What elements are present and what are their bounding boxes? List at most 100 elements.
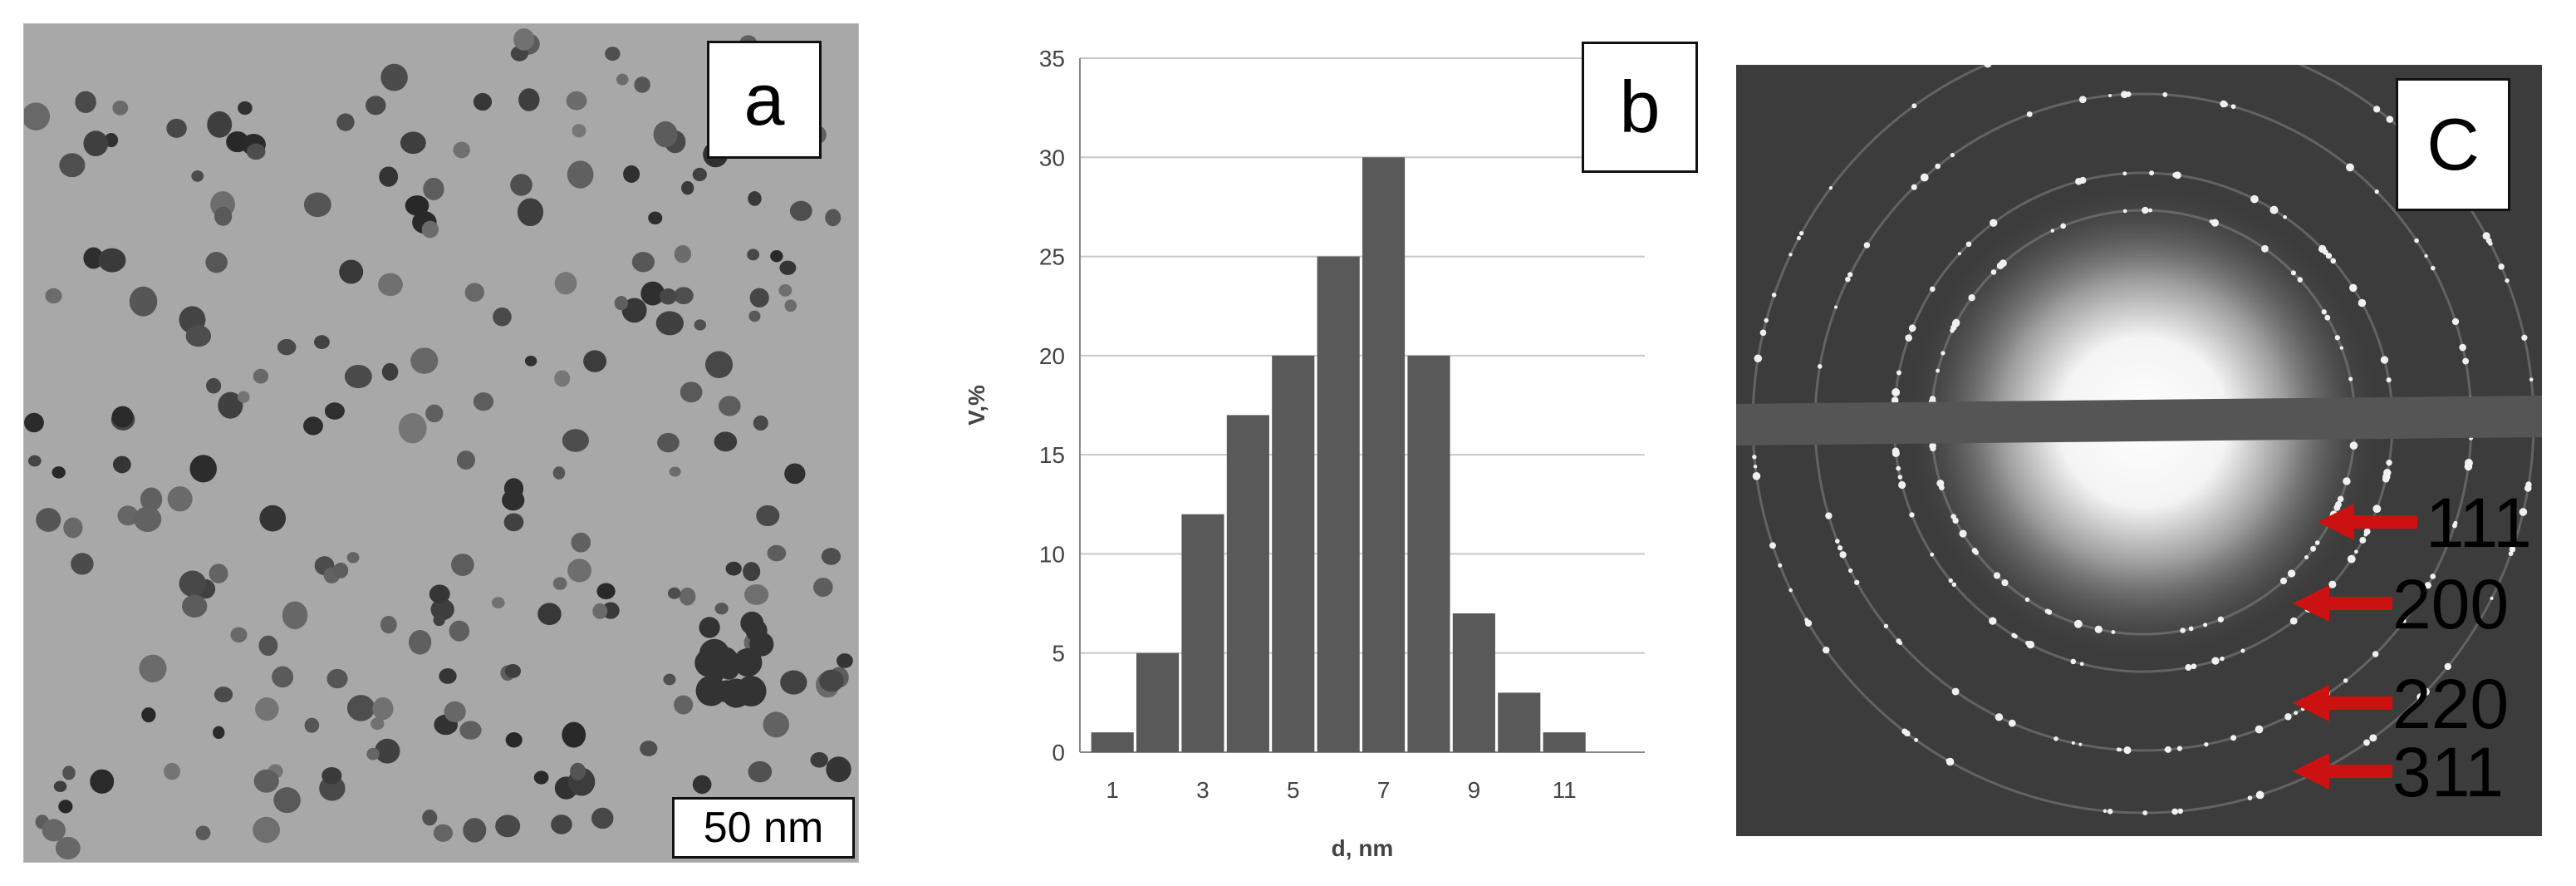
y-tick-label: 10 bbox=[1039, 541, 1065, 567]
diffraction-spot bbox=[2279, 577, 2288, 585]
diffraction-spot bbox=[2261, 244, 2269, 253]
diffraction-spot bbox=[2343, 477, 2351, 485]
nanoparticle bbox=[191, 170, 204, 182]
diffraction-spot bbox=[2149, 170, 2155, 176]
diffraction-spot bbox=[2108, 94, 2112, 98]
nanoparticles bbox=[24, 28, 853, 860]
diffraction-spot bbox=[2078, 742, 2083, 746]
diffraction-spot bbox=[2220, 100, 2227, 108]
nanoparticle bbox=[745, 619, 768, 642]
nanoparticle bbox=[493, 307, 512, 327]
nanoparticle bbox=[695, 675, 727, 706]
diffraction-spot bbox=[1950, 514, 1956, 519]
diffraction-spot bbox=[2453, 520, 2458, 525]
nanoparticle bbox=[246, 143, 266, 160]
nanoparticle bbox=[780, 670, 807, 695]
diffraction-spot bbox=[2386, 377, 2392, 383]
diffraction-spot bbox=[2125, 91, 2132, 97]
nanoparticle bbox=[112, 100, 129, 116]
diffraction-spot bbox=[1905, 334, 1912, 342]
nanoparticle bbox=[346, 695, 375, 721]
diffraction-spot bbox=[2373, 106, 2381, 113]
diffraction-spot bbox=[2148, 208, 2153, 213]
y-tick-label: 25 bbox=[1039, 244, 1065, 270]
nanoparticle bbox=[524, 355, 537, 367]
diffraction-spot bbox=[2283, 214, 2287, 219]
ring-index-label: 111 bbox=[2426, 484, 2532, 562]
diffraction-spot bbox=[2220, 656, 2225, 662]
diffraction-spot bbox=[1847, 568, 1853, 573]
y-tick-label: 15 bbox=[1039, 442, 1065, 468]
nanoparticle bbox=[55, 836, 81, 860]
nanoparticle bbox=[45, 288, 62, 304]
nanoparticle bbox=[405, 195, 429, 216]
diffraction-spot bbox=[1993, 572, 2001, 579]
diffraction-spot bbox=[1769, 542, 1776, 549]
nanoparticle bbox=[659, 288, 677, 305]
diffraction-spot bbox=[1752, 455, 1757, 460]
diffraction-spot bbox=[2314, 540, 2320, 545]
diffraction-spot bbox=[2334, 501, 2342, 509]
diffraction-spot bbox=[1973, 549, 1980, 555]
diffraction-spot bbox=[1839, 551, 1847, 559]
diffraction-spot bbox=[1788, 253, 1793, 257]
nanoparticle bbox=[449, 620, 470, 642]
nanoparticle bbox=[370, 717, 385, 731]
nanoparticle bbox=[425, 404, 444, 423]
nanoparticle bbox=[372, 696, 394, 721]
nanoparticle bbox=[439, 668, 457, 684]
nanoparticle bbox=[422, 809, 438, 826]
nanoparticle bbox=[554, 370, 571, 387]
nanoparticle bbox=[253, 769, 279, 793]
nanoparticle bbox=[141, 707, 156, 723]
diffraction-spot bbox=[2529, 377, 2534, 382]
nanoparticle bbox=[566, 91, 587, 111]
histogram-bar bbox=[1452, 613, 1495, 752]
histogram-bar bbox=[1226, 415, 1269, 752]
nanoparticle bbox=[692, 775, 712, 795]
diffraction-spot bbox=[2060, 223, 2067, 229]
nanoparticle bbox=[813, 578, 833, 598]
nanoparticle bbox=[282, 601, 308, 630]
diffraction-spot bbox=[2330, 258, 2337, 264]
diffraction-spot bbox=[2025, 640, 2030, 646]
diffraction-spot bbox=[2211, 657, 2220, 665]
diffraction-spot bbox=[2508, 551, 2514, 557]
nanoparticle bbox=[213, 687, 233, 703]
nanoparticle bbox=[75, 91, 96, 113]
diffraction-spot bbox=[1823, 646, 1830, 654]
nanoparticle bbox=[408, 629, 432, 655]
histogram-bar bbox=[1543, 732, 1586, 752]
nanoparticle bbox=[653, 121, 678, 148]
nanoparticle bbox=[62, 765, 76, 780]
nanoparticle bbox=[605, 47, 621, 62]
nanoparticle bbox=[134, 506, 162, 532]
diffraction-spot bbox=[1845, 276, 1851, 283]
diffraction-spot bbox=[1920, 173, 1929, 182]
diffraction-spot bbox=[1950, 152, 1955, 158]
diffraction-spot bbox=[2349, 441, 2358, 450]
diffraction-spot bbox=[2287, 569, 2296, 578]
diffraction-spot bbox=[2424, 253, 2428, 258]
diffraction-spot bbox=[1896, 465, 1901, 471]
histogram-bar bbox=[1272, 355, 1315, 752]
diffraction-spot bbox=[1834, 305, 1838, 309]
diffraction-spot bbox=[2372, 651, 2379, 657]
ring-arrow-head bbox=[2318, 504, 2354, 540]
nanoparticle bbox=[767, 544, 787, 562]
diffraction-spot bbox=[2372, 505, 2382, 514]
diffraction-spot bbox=[1939, 485, 1945, 490]
nanoparticle bbox=[218, 391, 243, 419]
nanoparticle bbox=[657, 432, 680, 453]
histogram-bar bbox=[1317, 256, 1360, 753]
nanoparticle bbox=[705, 351, 734, 378]
nanoparticle bbox=[98, 248, 126, 273]
nanoparticle bbox=[277, 338, 297, 356]
diffraction-spot bbox=[1847, 272, 1853, 278]
nanoparticle bbox=[181, 594, 208, 618]
histogram-bar bbox=[1362, 157, 1406, 753]
diffraction-spot bbox=[1909, 326, 1916, 332]
nanoparticle bbox=[333, 562, 349, 578]
diffraction-spot bbox=[1959, 529, 1967, 538]
nanoparticle bbox=[253, 816, 280, 844]
